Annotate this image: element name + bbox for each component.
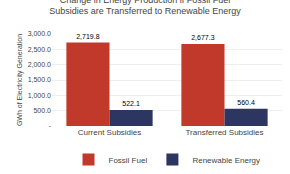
svg-text:Fossil Fuel: Fossil Fuel: [109, 156, 148, 165]
svg-text:2,500.0: 2,500.0: [28, 46, 51, 53]
svg-text:GWh of Electricity Generation: GWh of Electricity Generation: [16, 34, 24, 126]
svg-text:500.0: 500.0: [33, 107, 51, 114]
svg-text:1,000.0: 1,000.0: [28, 92, 51, 99]
svg-text:3,000.0: 3,000.0: [28, 30, 51, 37]
svg-text:2,677.3: 2,677.3: [191, 34, 214, 41]
svg-text:522.1: 522.1: [122, 100, 140, 107]
svg-text:Change in Energy Production if: Change in Energy Production if Fossil Fu…: [49, 0, 241, 16]
svg-text:2,000.0: 2,000.0: [28, 61, 51, 68]
svg-text:Renewable Energy: Renewable Energy: [192, 156, 260, 165]
svg-text:Current Subsidies: Current Subsidies: [78, 128, 142, 137]
svg-text:Transferred Subsidies: Transferred Subsidies: [186, 128, 264, 137]
svg-text:560.4: 560.4: [237, 99, 255, 106]
svg-text:1,500.0: 1,500.0: [28, 76, 51, 83]
svg-text:-: -: [49, 122, 52, 129]
svg-text:2,719.8: 2,719.8: [76, 33, 99, 40]
